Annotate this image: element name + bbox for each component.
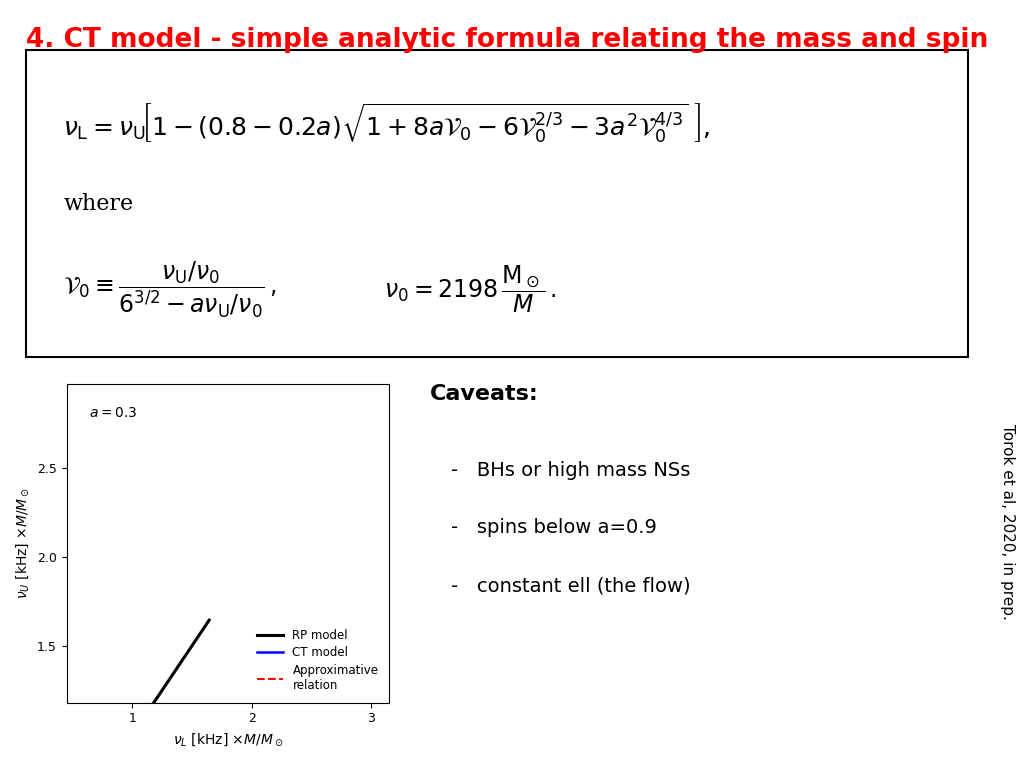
RP model [203,615,215,624]
RP model [176,655,188,664]
Text: Torok et al, 2020, in prep.: Torok et al, 2020, in prep. [1000,424,1015,621]
FancyBboxPatch shape [26,50,968,357]
Text: $\mathcal{V}_0 \equiv \dfrac{\nu_\mathrm{U}/\nu_0}{6^{3/2} - a\nu_\mathrm{U}/\nu: $\mathcal{V}_0 \equiv \dfrac{\nu_\mathrm… [63,260,276,319]
Text: -   constant ell (the flow): - constant ell (the flow) [451,576,690,595]
CT model [38,730,50,739]
Text: $a = 0.3$: $a = 0.3$ [89,406,137,420]
CT model [51,655,63,664]
X-axis label: $\nu_L$ [kHz] $\times M/M_\odot$: $\nu_L$ [kHz] $\times M/M_\odot$ [173,731,283,748]
Text: -   spins below a=0.9: - spins below a=0.9 [451,518,656,538]
Line: CT model: CT model [44,620,65,734]
CT model [38,728,50,737]
Text: -   BHs or high mass NSs: - BHs or high mass NSs [451,461,690,480]
Text: $\nu_\mathrm{L} = \nu_\mathrm{U}\!\left[1 - (0.8 - 0.2a)\sqrt{1 + 8a\mathcal{V}_: $\nu_\mathrm{L} = \nu_\mathrm{U}\!\left[… [63,101,711,146]
RP model [127,730,139,739]
CT model [53,646,66,655]
RP model [182,646,195,655]
Text: where: where [63,193,133,214]
Y-axis label: $\nu_U$ [kHz] $\times M/M_\odot$: $\nu_U$ [kHz] $\times M/M_\odot$ [14,488,32,599]
CT model [58,615,71,624]
CT model [40,719,52,728]
CT model [44,695,56,704]
Line: RP model: RP model [133,620,209,734]
CT model [56,629,69,638]
Text: $\nu_0 = 2198\,\dfrac{\mathrm{M}_\odot}{M}\,.$: $\nu_0 = 2198\,\dfrac{\mathrm{M}_\odot}{… [384,263,556,316]
RP model [127,728,139,737]
RP model [150,695,162,704]
Text: Caveats:: Caveats: [430,384,539,404]
RP model [133,719,145,728]
RP model [195,629,207,638]
Legend: RP model, CT model, Approximative
relation: RP model, CT model, Approximative relati… [252,624,383,697]
Text: 4. CT model - simple analytic formula relating the mass and spin: 4. CT model - simple analytic formula re… [26,27,988,53]
